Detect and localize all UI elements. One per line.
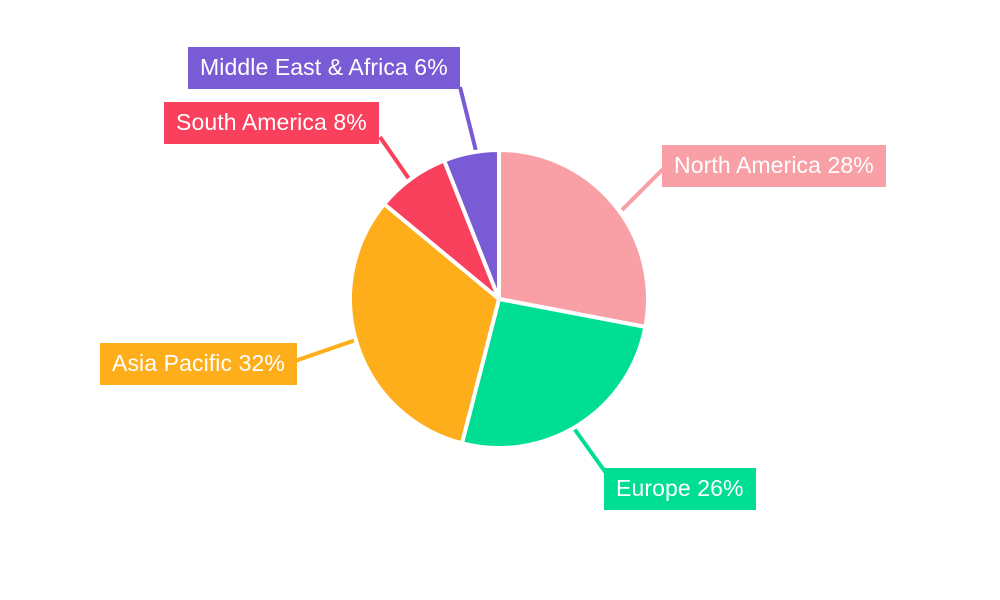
pie-label-asia-pacific: Asia Pacific 32% (100, 343, 297, 385)
pie-wedges-group (348, 148, 650, 450)
pie-label-south-america: South America 8% (164, 102, 379, 144)
pie-label-europe: Europe 26% (604, 468, 756, 510)
leader-line-europe (571, 425, 608, 475)
pie-slice-north-america[interactable] (497, 148, 650, 329)
pie-label-middle-east-africa: Middle East & Africa 6% (188, 47, 460, 89)
leader-line-middle-east-africa (458, 86, 480, 160)
pie-slice-middle-east-africa[interactable] (442, 148, 501, 301)
pie-slice-europe[interactable] (459, 297, 648, 450)
pie-slice-asia-pacific[interactable] (348, 202, 501, 446)
leader-line-north-america (620, 166, 666, 212)
pie-label-north-america: North America 28% (662, 145, 886, 187)
